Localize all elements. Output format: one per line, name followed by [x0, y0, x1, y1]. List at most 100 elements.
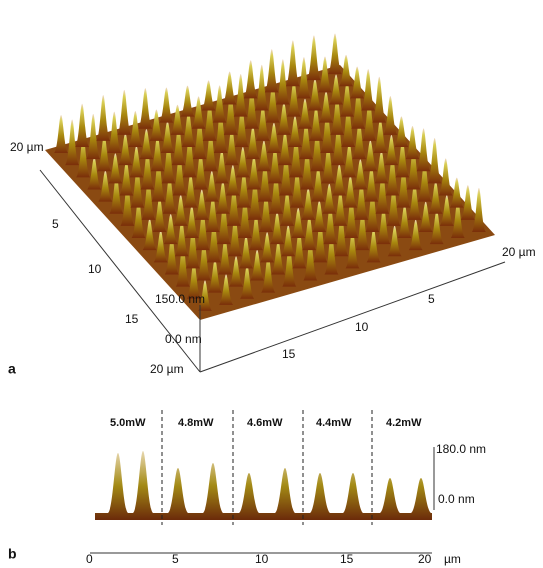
tick-label: 5: [52, 217, 59, 231]
peak: [407, 181, 422, 220]
peak: [109, 174, 124, 214]
peak: [374, 150, 389, 184]
peak: [219, 274, 234, 305]
peak: [322, 183, 337, 214]
peak: [265, 80, 280, 123]
peak: [329, 74, 344, 105]
peak: [269, 168, 284, 214]
peak: [185, 223, 200, 269]
peak: [128, 111, 143, 147]
peak: [417, 159, 432, 202]
peak: [341, 100, 356, 147]
peak: [264, 49, 279, 93]
peak: [345, 228, 360, 269]
peak: [386, 182, 401, 226]
peak: [281, 225, 296, 257]
peak: [351, 83, 366, 129]
peak: [184, 205, 199, 239]
peak: [76, 135, 91, 178]
peak: [321, 142, 336, 184]
peak: [86, 113, 101, 160]
peak: [160, 121, 175, 154]
peak: [171, 123, 186, 166]
peak: [194, 189, 209, 220]
panel-label: b: [8, 546, 17, 562]
peak: [387, 225, 402, 257]
peak: [139, 129, 154, 160]
z-label: 150.0 nm: [155, 292, 205, 306]
peak: [65, 119, 80, 166]
peak: [278, 130, 292, 166]
peak: [285, 40, 300, 87]
peak: [406, 143, 421, 190]
peak: [119, 160, 134, 196]
peak: [54, 115, 69, 154]
peak: [288, 115, 302, 147]
peak: [342, 142, 357, 178]
peak: [107, 111, 122, 154]
peak: [361, 69, 376, 111]
peak: [98, 170, 113, 202]
peak: [180, 85, 195, 117]
peak: [205, 194, 220, 232]
peak: [181, 110, 196, 147]
peak: [196, 237, 211, 281]
peak: [175, 240, 190, 287]
peak: [318, 56, 332, 93]
peak: [405, 125, 420, 160]
peak: [332, 164, 347, 196]
peak: [301, 188, 316, 220]
peak: [261, 253, 276, 293]
peak: [353, 159, 368, 190]
peak: [228, 213, 242, 257]
peak: [246, 155, 261, 190]
peak: [275, 59, 290, 105]
peak: [159, 87, 174, 123]
peak: [276, 102, 291, 135]
z-label: 180.0 nm: [436, 442, 486, 456]
tick-label: 10: [355, 320, 369, 334]
peak: [343, 175, 358, 208]
peak: [270, 211, 285, 245]
unit-label: µm: [444, 552, 461, 566]
tick-label: 15: [125, 312, 139, 326]
peak: [245, 126, 260, 160]
axis-line: [199, 261, 506, 373]
peak: [233, 73, 248, 117]
peak: [334, 210, 349, 257]
peak: [310, 125, 325, 172]
power-label: 4.4mW: [316, 417, 352, 429]
peak: [226, 183, 241, 226]
peak: [449, 177, 464, 208]
peak: [383, 95, 398, 135]
peak: [138, 88, 153, 129]
peak: [108, 153, 123, 184]
peak: [282, 242, 297, 287]
peak: [354, 178, 369, 220]
peak: [87, 156, 102, 190]
power-label: 4.6mW: [247, 417, 283, 429]
peak: [298, 98, 312, 129]
peak: [140, 148, 155, 190]
peak: [266, 122, 281, 154]
peak: [363, 140, 378, 172]
profile-area: [95, 451, 432, 520]
peak: [243, 60, 258, 99]
peak: [213, 107, 228, 154]
peak: [240, 264, 255, 299]
peak: [333, 189, 348, 226]
peak: [142, 218, 157, 251]
peak: [215, 180, 230, 214]
peak: [182, 131, 197, 178]
tick-label: 10: [255, 552, 269, 566]
peak: [225, 165, 240, 196]
peak: [395, 139, 410, 178]
peak: [141, 175, 156, 220]
peak: [151, 155, 166, 202]
peak: [396, 161, 411, 208]
peak: [161, 138, 176, 184]
peak: [239, 235, 254, 269]
peak: [117, 89, 132, 135]
peak: [238, 192, 252, 239]
profile: [95, 451, 432, 520]
